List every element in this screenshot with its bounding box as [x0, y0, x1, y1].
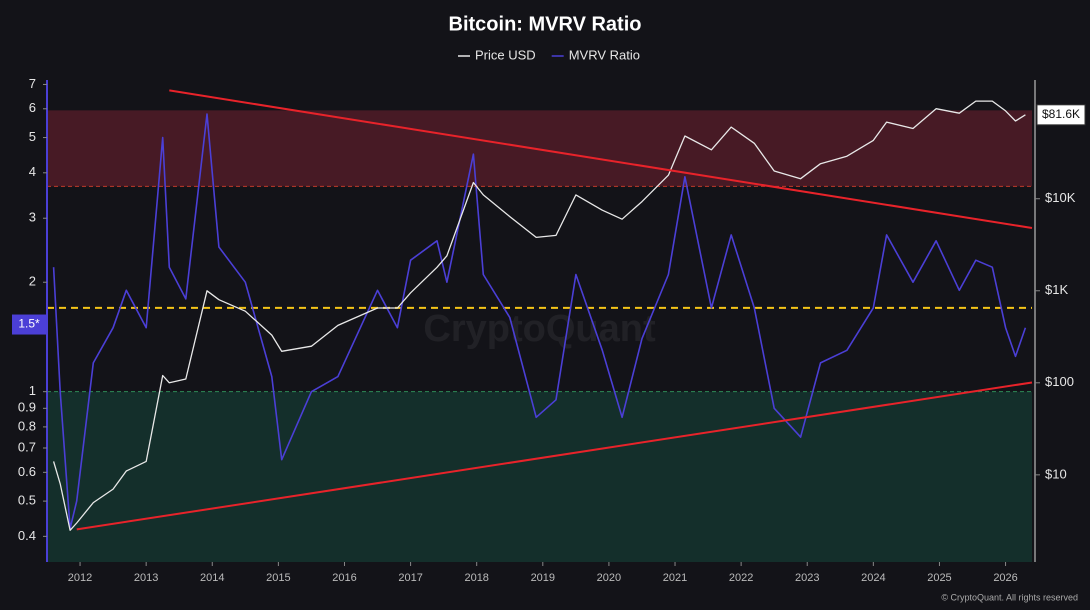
x-tick-label: 2015 [266, 572, 290, 584]
trend-line [76, 381, 1033, 531]
x-tick-label: 2019 [531, 572, 555, 584]
x-tick-label: 2022 [729, 572, 753, 584]
zone [47, 391, 1032, 562]
y-tick-label: 0.7 [18, 439, 36, 454]
trend-line [169, 89, 1033, 229]
value-marker-label: 1.5* [18, 317, 40, 331]
chart-title: Bitcoin: MVRV Ratio [449, 13, 642, 35]
y-tick-label: 0.6 [18, 464, 36, 479]
y-tick-label: 1 [29, 383, 36, 398]
y-tick-label: 5 [29, 129, 36, 144]
credit: © CryptoQuant. All rights reserved [941, 592, 1078, 602]
zone [47, 110, 1032, 187]
value-marker [12, 314, 46, 335]
x-tick-label: 2026 [993, 572, 1017, 584]
x-tick-label: 2017 [398, 572, 422, 584]
x-tick-label: 2018 [464, 572, 488, 584]
x-tick-label: 2021 [663, 572, 687, 584]
y-tick-label: 7 [29, 76, 36, 91]
x-tick-label: 2016 [332, 572, 356, 584]
y-tick-label: 6 [29, 100, 36, 115]
x-tick-label: 2025 [927, 572, 951, 584]
legend-label: MVRV Ratio [569, 47, 640, 62]
series-line [52, 113, 1027, 530]
legend-label: Price USD [475, 47, 536, 62]
y-tick-label: 0.8 [18, 418, 36, 433]
x-tick-label: 2014 [200, 572, 224, 584]
y-tick-label: 4 [29, 164, 36, 179]
y-tick-label: 3 [29, 210, 36, 225]
y-tick-label: 2 [29, 274, 36, 289]
y2-tick-label: $100 [1045, 374, 1074, 389]
value-marker [1036, 104, 1086, 126]
y2-tick-label: $10K [1045, 190, 1076, 205]
y-tick-label: 0.5 [18, 493, 36, 508]
series-line [52, 100, 1026, 531]
x-tick-label: 2012 [68, 572, 92, 584]
x-tick-label: 2020 [597, 572, 621, 584]
y2-tick-label: $10 [1045, 466, 1067, 481]
y2-tick-label: $1K [1045, 282, 1068, 297]
watermark: CryptoQuant [423, 308, 656, 350]
value-marker-label: $81.6K [1042, 107, 1080, 121]
x-tick-label: 2024 [861, 572, 885, 584]
y-tick-label: 0.4 [18, 528, 36, 543]
x-tick-label: 2013 [134, 572, 158, 584]
x-tick-label: 2023 [795, 572, 819, 584]
y-tick-label: 0.9 [18, 400, 36, 415]
